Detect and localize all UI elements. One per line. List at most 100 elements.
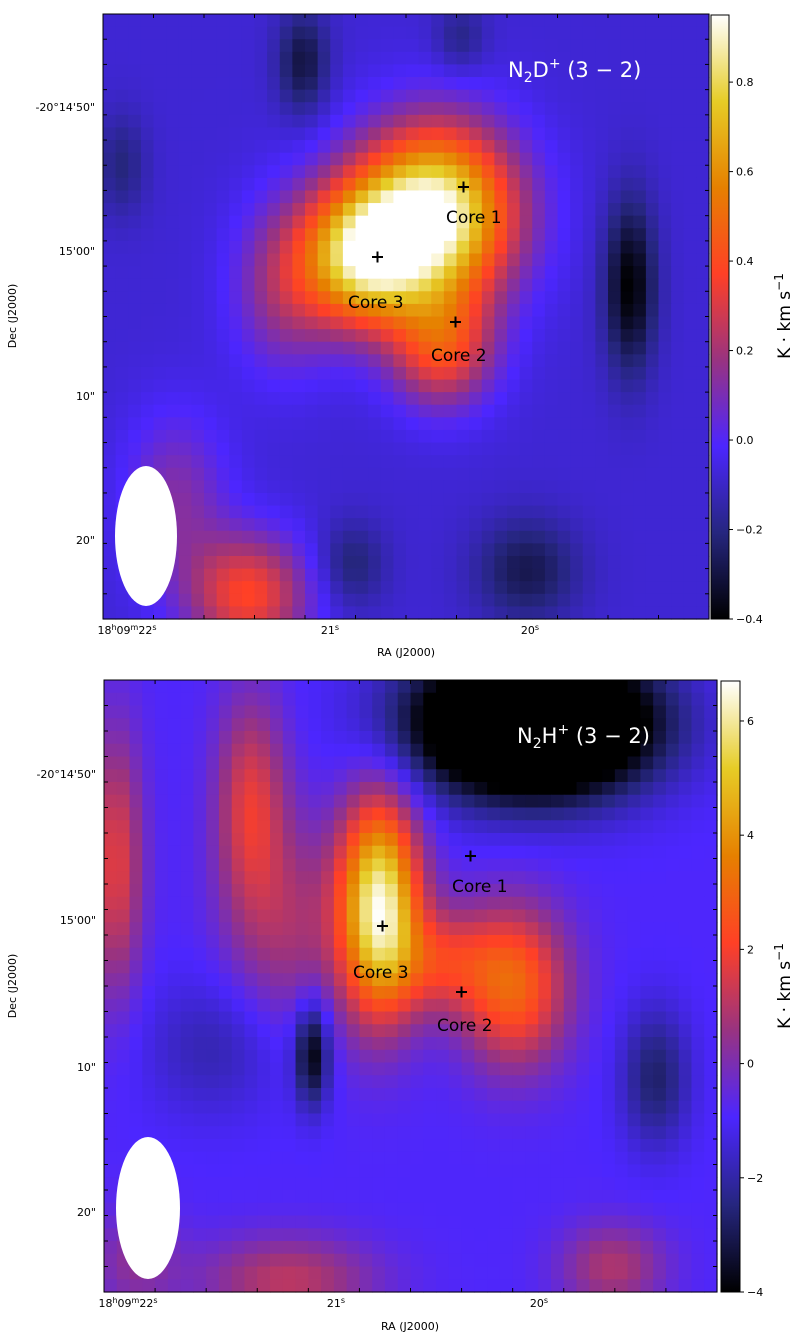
heatmap-cell xyxy=(456,51,470,66)
heatmap-cell xyxy=(204,14,218,28)
heatmap-cell xyxy=(519,266,533,280)
heatmap-cell xyxy=(180,1075,194,1089)
heatmap-cell xyxy=(216,492,230,507)
heatmap-cell xyxy=(317,215,331,229)
heatmap-cell xyxy=(191,492,205,507)
heatmap-cell xyxy=(279,51,293,66)
heatmap-cell xyxy=(570,543,584,557)
heatmap-cell xyxy=(206,820,220,834)
heatmap-cell xyxy=(140,266,155,280)
heatmap-cell xyxy=(270,1011,284,1025)
heatmap-cell xyxy=(103,606,117,620)
heatmap-cell xyxy=(193,782,207,796)
heatmap-cell xyxy=(576,960,590,974)
heatmap-cell xyxy=(653,1139,667,1153)
heatmap-cell xyxy=(342,39,357,53)
heatmap-cell xyxy=(142,718,156,732)
heatmap-cell xyxy=(671,455,685,469)
heatmap-cell xyxy=(191,114,205,129)
heatmap-cell xyxy=(595,329,609,343)
heatmap-cell xyxy=(244,1215,258,1229)
heatmap-cell xyxy=(116,705,131,719)
heatmap-cell xyxy=(115,329,129,343)
heatmap-cell xyxy=(423,986,437,1000)
heatmap-cell xyxy=(595,606,609,620)
heatmap-cell xyxy=(393,568,407,582)
heatmap-cell xyxy=(292,190,306,204)
heatmap-cell xyxy=(640,1062,654,1076)
heatmap-cell xyxy=(627,935,641,949)
heatmap-cell xyxy=(525,909,539,923)
heatmap-cell xyxy=(544,140,559,154)
heatmap-cell xyxy=(180,1266,194,1280)
heatmap-cell xyxy=(321,1088,335,1102)
heatmap-cell xyxy=(244,1024,258,1038)
heatmap-cell xyxy=(620,102,634,116)
heatmap-cell xyxy=(346,1241,361,1255)
heatmap-cell xyxy=(393,291,407,305)
heatmap-cell xyxy=(645,152,660,166)
heatmap-cell xyxy=(481,467,495,481)
heatmap-cell xyxy=(532,64,546,78)
heatmap-cell xyxy=(691,986,705,1000)
heatmap-cell xyxy=(494,543,508,557)
heatmap-cell xyxy=(342,152,357,166)
heatmap-cell xyxy=(665,1126,680,1140)
heatmap-cell xyxy=(305,278,319,292)
heatmap-cell xyxy=(507,127,521,141)
heatmap-cell xyxy=(696,51,710,66)
heatmap-cell xyxy=(582,366,596,381)
heatmap-cell xyxy=(474,731,488,745)
heatmap-cell xyxy=(103,190,117,204)
heatmap-cell xyxy=(166,266,180,280)
heatmap-cell xyxy=(507,543,521,557)
heatmap-cell xyxy=(570,39,584,53)
heatmap-cell xyxy=(254,64,268,78)
heatmap-cell xyxy=(282,858,297,872)
heatmap-cell xyxy=(270,756,284,770)
heatmap-cell xyxy=(397,807,412,821)
heatmap-cell xyxy=(627,1164,641,1178)
heatmap-cell xyxy=(216,568,230,582)
heatmap-cell xyxy=(153,303,167,318)
heatmap-cell xyxy=(595,64,609,78)
heatmap-cell xyxy=(372,731,386,745)
heatmap-cell xyxy=(167,858,182,872)
heatmap-cell xyxy=(658,89,672,103)
heatmap-cell xyxy=(191,89,205,103)
heatmap-cell xyxy=(282,769,297,783)
heatmap-cell xyxy=(129,680,143,694)
heatmap-cell xyxy=(292,505,306,519)
heatmap-cell xyxy=(576,769,590,783)
heatmap-cell xyxy=(116,986,131,1000)
heatmap-cell xyxy=(532,492,546,507)
heatmap-cell xyxy=(469,14,483,28)
heatmap-cell xyxy=(317,505,331,519)
heatmap-cell xyxy=(448,858,463,872)
heatmap-cell xyxy=(683,14,697,28)
heatmap-cell xyxy=(550,820,565,834)
heatmap-cell xyxy=(474,1088,488,1102)
heatmap-cell xyxy=(448,1113,463,1127)
heatmap-cell xyxy=(104,922,118,936)
heatmap-cell xyxy=(494,316,508,330)
heatmap-cell xyxy=(645,14,660,28)
heatmap-cell xyxy=(671,530,685,544)
heatmap-cell xyxy=(671,366,685,381)
heatmap-cell xyxy=(216,152,230,166)
heatmap-cell xyxy=(321,1151,335,1166)
heatmap-cell xyxy=(321,858,335,872)
heatmap-cell xyxy=(295,871,309,885)
heatmap-cell xyxy=(342,127,357,141)
heatmap-cell xyxy=(683,341,697,355)
heatmap-cell xyxy=(614,845,629,860)
heatmap-cell xyxy=(104,1164,118,1178)
heatmap-cell xyxy=(595,455,609,469)
heatmap-cell xyxy=(595,303,609,318)
heatmap-cell xyxy=(633,114,647,129)
heatmap-cell xyxy=(257,820,271,834)
heatmap-cell xyxy=(104,947,118,962)
heatmap-cell xyxy=(104,1088,118,1102)
heatmap-cell xyxy=(658,404,672,418)
heatmap-cell xyxy=(193,1062,207,1076)
